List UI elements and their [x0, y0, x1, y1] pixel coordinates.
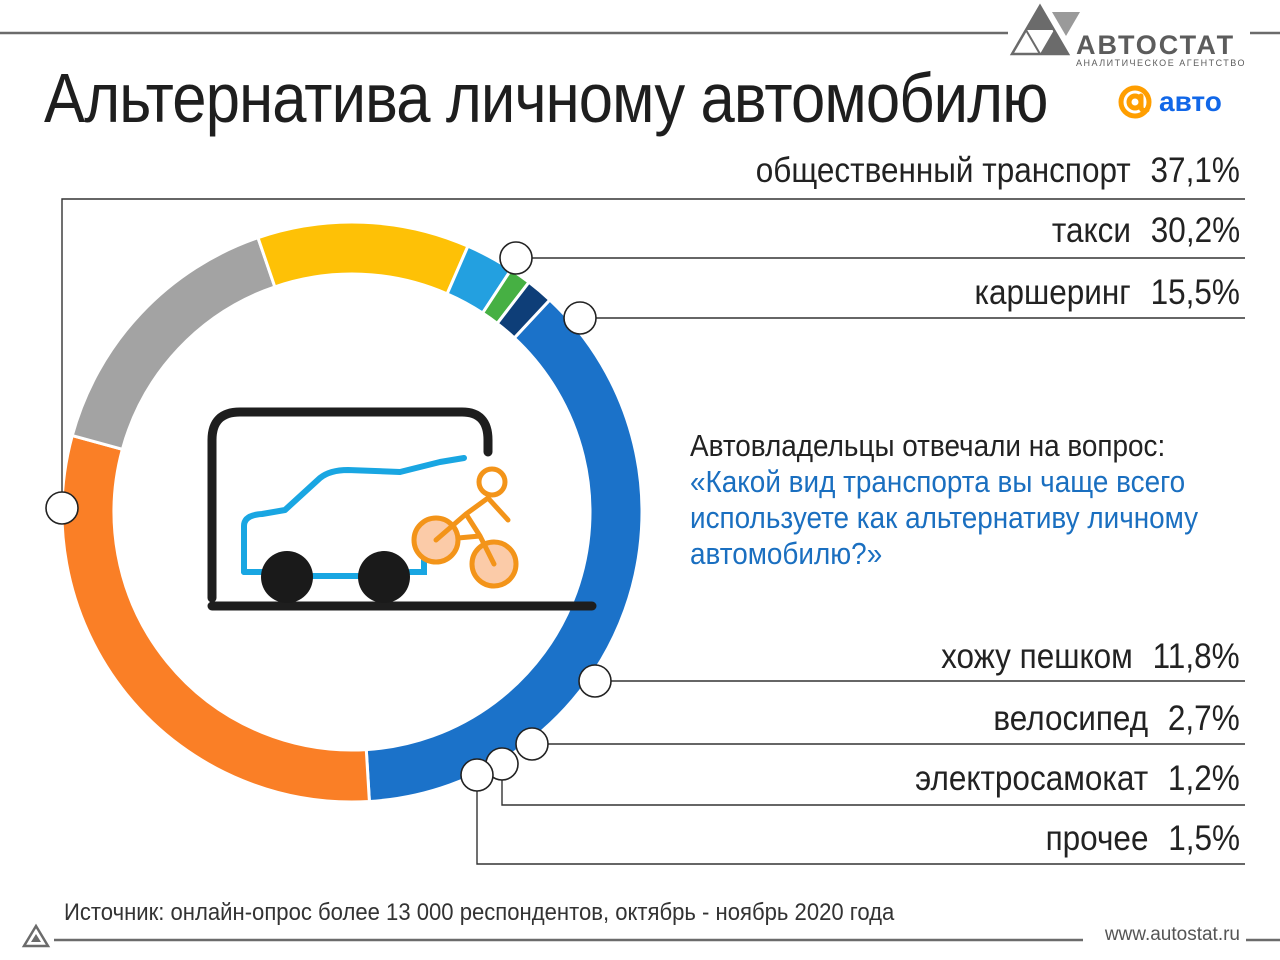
legend-item-0: общественный транспорт 37,1%	[756, 150, 1240, 192]
legend-item-1: такси 30,2%	[1052, 210, 1240, 252]
leader-marker-2	[563, 301, 597, 335]
leader-marker-0	[45, 491, 79, 525]
legend-item-3: хожу пешком 11,8%	[942, 636, 1240, 678]
legend-label: прочее	[1045, 819, 1149, 858]
leader-markers	[45, 241, 612, 792]
data-label: 15,5%	[1150, 273, 1240, 312]
site-link[interactable]: www.autostat.ru	[1104, 924, 1240, 945]
autostat-brand: АВТОСТАТ АНАЛИТИЧЕСКОЕ АГЕНТСТВО	[1010, 4, 1250, 68]
partner-logo-text: авто	[1159, 86, 1222, 117]
brand-subtitle: АНАЛИТИЧЕСКОЕ АГЕНТСТВО	[1076, 58, 1246, 68]
leader-marker-3	[578, 664, 612, 698]
data-label: 30,2%	[1150, 211, 1240, 250]
question-line-3: автомобилю?»	[690, 536, 883, 571]
legend-item-4: велосипед 2,7%	[994, 698, 1240, 740]
survey-question: Автовладельцы отвечали на вопрос: «Какой…	[690, 428, 1198, 572]
autostat-logo-icon	[1009, 3, 1080, 56]
leader-marker-6	[460, 758, 494, 792]
data-label: 2,7%	[1168, 699, 1240, 738]
question-line-2: используете как альтернативу личному	[690, 500, 1199, 535]
legend-label: электросамокат	[915, 759, 1149, 798]
donut-slice-3	[256, 220, 470, 296]
leader-line-0	[61, 198, 1245, 508]
question-intro: Автовладельцы отвечали на вопрос:	[690, 428, 1166, 463]
data-label: 11,8%	[1153, 637, 1240, 676]
legend-item-2: каршеринг 15,5%	[975, 272, 1240, 314]
legend-label: каршеринг	[974, 273, 1131, 312]
question-line-1: «Какой вид транспорта вы чаще всего	[690, 464, 1186, 499]
donut-slice-2	[70, 235, 277, 452]
footer-triangle-icon	[21, 923, 51, 948]
legend-label: общественный транспорт	[755, 151, 1131, 190]
car-and-bicycle-icon	[207, 407, 597, 611]
brand-name: АВТОСТАТ	[1076, 30, 1236, 60]
donut-slice-6	[495, 280, 552, 341]
legend-item-6: прочее 1,5%	[1046, 818, 1240, 860]
leader-marker-4	[515, 727, 549, 761]
leader-line-6	[476, 775, 1245, 865]
data-label: 1,2%	[1168, 759, 1240, 798]
leader-lines	[61, 198, 1245, 865]
legend-label: велосипед	[993, 699, 1149, 738]
legend-item-5: электросамокат 1,2%	[915, 758, 1240, 800]
legend-label: такси	[1051, 211, 1131, 250]
data-label: 1,5%	[1168, 819, 1240, 858]
source-note: Источник: онлайн-опрос более 13 000 респ…	[64, 899, 895, 926]
donut-chart	[60, 220, 644, 804]
partner-logo: авто	[1115, 82, 1245, 122]
page-title: Альтернатива личному автомобилю	[44, 59, 1048, 137]
legend-label: хожу пешком	[941, 637, 1134, 676]
leader-marker-1	[499, 241, 533, 275]
at-sign-icon	[1118, 85, 1152, 119]
data-label: 37,1%	[1150, 151, 1240, 190]
